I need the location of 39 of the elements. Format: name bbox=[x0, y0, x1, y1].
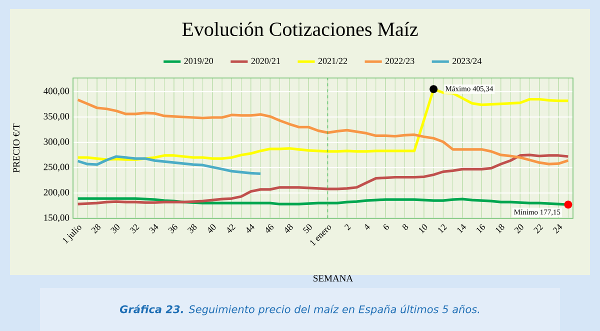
x-tick-label: 40 bbox=[208, 224, 216, 233]
x-tick-label: 8 bbox=[402, 224, 408, 230]
chart-title: Evolución Cotizaciones Maíz bbox=[182, 22, 418, 36]
x-tick-label: 22 bbox=[534, 224, 544, 234]
y-tick-label: 300,00 bbox=[44, 138, 70, 146]
x-tick-label: 2 bbox=[344, 224, 351, 230]
text: Gráfica 23. Seguimiento precio del maíz en España últimos 5 años. bbox=[120, 304, 480, 316]
x-tick-label: 34 bbox=[148, 224, 158, 234]
x-tick-label: 32 bbox=[130, 224, 140, 234]
x-tick-label: 48 bbox=[285, 224, 293, 233]
x-tick-label: 16 bbox=[476, 224, 486, 234]
x-tick-label: 42 bbox=[227, 224, 236, 233]
y-tick-label: 400,00 bbox=[44, 88, 70, 96]
y-tick-label: 200,00 bbox=[44, 189, 70, 197]
y-tick-label: 250,00 bbox=[44, 164, 70, 172]
y-axis-title: PRECIO €/T bbox=[13, 124, 20, 173]
x-tick-label: 50 bbox=[302, 224, 312, 234]
legend-label: 2022/23 bbox=[385, 58, 414, 64]
x-tick-label: 28 bbox=[91, 224, 100, 234]
x-tick-label: 4 bbox=[365, 224, 370, 230]
x-tick-label: 6 bbox=[384, 224, 389, 230]
legend-label: 2021/22 bbox=[318, 58, 348, 64]
legend-label: 2019/20 bbox=[184, 58, 214, 64]
x-axis-title: SEMANA bbox=[314, 275, 353, 282]
x-tick-label: 36 bbox=[168, 224, 178, 234]
y-tick-label: 350,00 bbox=[44, 113, 70, 121]
x-tick-label: 38 bbox=[187, 224, 197, 234]
x-tick-label: 12 bbox=[438, 224, 448, 234]
x-tick-label: 20 bbox=[514, 224, 524, 234]
x-tick-label: 44 bbox=[246, 224, 254, 233]
x-tick-label: 30 bbox=[110, 224, 120, 234]
x-tick-label: 24 bbox=[552, 224, 562, 234]
x-tick-label: 46 bbox=[266, 224, 274, 233]
y-tick-label: 150,00 bbox=[44, 214, 70, 222]
x-tick-label: 10 bbox=[418, 224, 428, 234]
legend-label: 2020/21 bbox=[251, 58, 280, 64]
x-tick-label: 18 bbox=[496, 224, 504, 234]
legend-label: 2023/24 bbox=[452, 58, 482, 64]
x-tick-label: 14 bbox=[457, 224, 466, 234]
